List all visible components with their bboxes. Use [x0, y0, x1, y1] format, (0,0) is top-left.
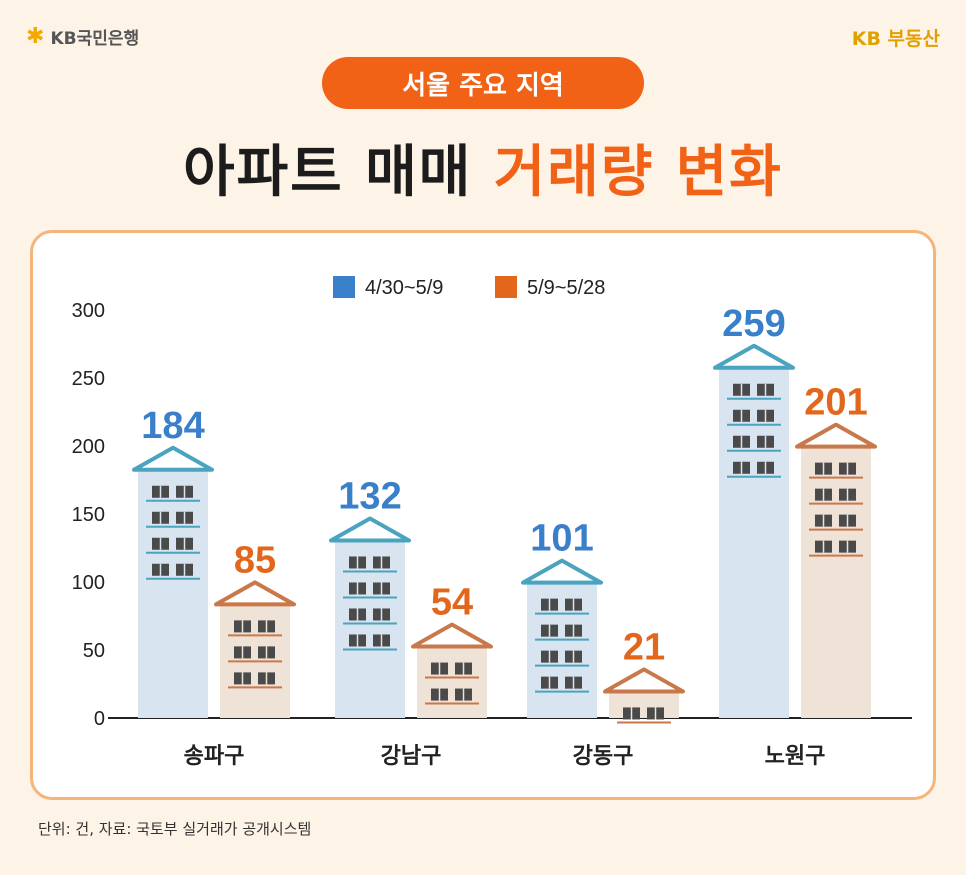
- bar-series1-2: 101: [521, 518, 603, 718]
- y-tick-label: 200: [72, 436, 105, 458]
- bar-series1-2-roof: [521, 558, 603, 585]
- bar-series1-0-value-label: 184: [141, 405, 204, 447]
- title-dark: 아파트 매매: [183, 140, 494, 205]
- bar-series2-1-value-label: 54: [431, 582, 473, 624]
- bar-series1-2-value-label: 101: [530, 518, 593, 560]
- bar-series1-3: 259: [713, 303, 795, 718]
- legend: 4/30~5/9 5/9~5/28: [333, 276, 605, 299]
- bar-series1-0: 184: [132, 405, 214, 718]
- page-title: 아파트 매매 거래량 변화: [0, 133, 966, 213]
- bar-series2-2-value-label: 21: [623, 626, 665, 668]
- bar-series2-2-body: [609, 689, 679, 718]
- bar-series2-3-roof: [795, 422, 877, 449]
- region-pill: 서울 주요 지역: [322, 57, 644, 109]
- bar-series1-0-roof: [132, 445, 214, 472]
- bar-series2-3-value-label: 201: [804, 382, 867, 424]
- y-tick-label: 50: [83, 640, 105, 662]
- bar-series2-2-roof: [603, 667, 685, 694]
- bar-series1-3-roof: [713, 343, 795, 370]
- bar-series1-1-roof: [329, 516, 411, 543]
- bar-series2-0-value-label: 85: [234, 539, 276, 581]
- source-note: 단위: 건, 자료: 국토부 실거래가 공개시스템: [38, 820, 312, 838]
- bar-series2-1-body: [417, 644, 487, 718]
- kb-star-icon: ✱: [26, 23, 45, 49]
- bar-series2-0-roof: [214, 580, 296, 607]
- x-category-label: 강남구: [381, 743, 442, 768]
- y-tick-label: 100: [72, 572, 105, 594]
- bar-chart: 4/30~5/9 5/9~5/28 0 50 100 150 200 250 300 184 85 송…: [72, 276, 912, 768]
- legend-label: 5/9~5/28: [527, 277, 605, 299]
- y-tick-label: 250: [72, 368, 105, 390]
- bar-series2-0-body: [220, 602, 290, 718]
- bar-series1-1-body: [335, 538, 405, 718]
- bar-series1-3-value-label: 259: [722, 303, 785, 345]
- bar-series1-1: 132: [329, 475, 411, 718]
- bank-name: KB국민은행: [50, 29, 140, 49]
- legend-swatch: [333, 276, 355, 298]
- x-category-label: 강동구: [573, 743, 634, 768]
- kb-bank-logo: ✱ KB국민은행: [26, 24, 139, 49]
- y-tick-label: 0: [94, 708, 105, 730]
- bar-series1-1-value-label: 132: [338, 475, 401, 517]
- legend-swatch: [495, 276, 517, 298]
- bar-series1-2-body: [527, 580, 597, 718]
- bar-series1-3-body: [719, 365, 789, 718]
- x-category-label: 송파구: [184, 743, 245, 768]
- bar-series2-3: 201: [795, 382, 877, 718]
- title-accent: 거래량 변화: [493, 140, 783, 205]
- chart-card: 4/30~5/9 5/9~5/28 0 50 100 150 200 250 300 184 85 송…: [30, 230, 936, 800]
- kb-real-estate-logo: KB 부동산: [851, 28, 940, 50]
- y-tick-label: 150: [72, 504, 105, 526]
- x-category-label: 노원구: [765, 743, 826, 768]
- bar-series2-3-body: [801, 444, 871, 718]
- bar-series1-0-body: [138, 467, 208, 718]
- bar-series2-1-roof: [411, 622, 493, 649]
- legend-label: 4/30~5/9: [365, 277, 443, 299]
- y-tick-label: 300: [72, 300, 105, 322]
- bar-series2-2: 21: [603, 626, 685, 724]
- bar-series2-0: 85: [214, 539, 296, 718]
- bar-series2-1: 54: [411, 582, 493, 718]
